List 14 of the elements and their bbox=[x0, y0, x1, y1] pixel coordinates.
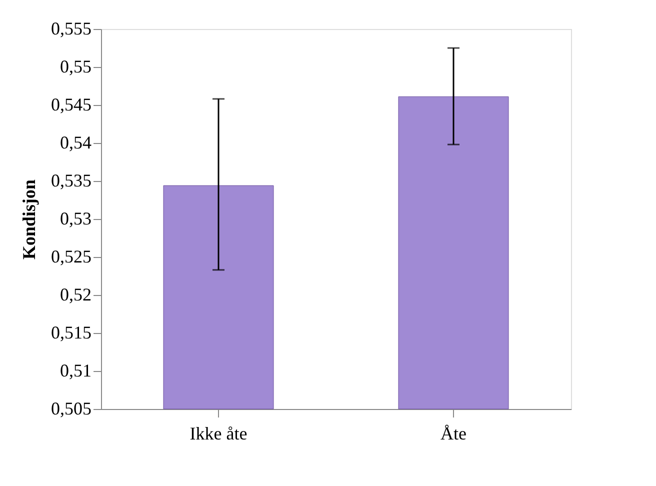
y-tick-label: 0,535 bbox=[51, 170, 92, 190]
y-tick-label: 0,525 bbox=[51, 246, 92, 266]
y-tick-label: 0,555 bbox=[51, 18, 92, 38]
y-tick-label: 0,53 bbox=[60, 208, 92, 228]
x-tick-label: Ikke åte bbox=[190, 424, 248, 444]
x-tick-label: Åte bbox=[440, 424, 466, 444]
y-tick-label: 0,52 bbox=[60, 284, 92, 304]
y-tick-label: 0,55 bbox=[60, 56, 92, 76]
y-tick-label: 0,505 bbox=[51, 398, 92, 418]
y-tick-label: 0,545 bbox=[51, 94, 92, 114]
y-tick-label: 0,515 bbox=[51, 322, 92, 342]
y-axis-title: Kondisjon bbox=[19, 179, 39, 260]
y-tick-label: 0,51 bbox=[60, 360, 92, 380]
y-tick-label: 0,54 bbox=[60, 132, 92, 152]
